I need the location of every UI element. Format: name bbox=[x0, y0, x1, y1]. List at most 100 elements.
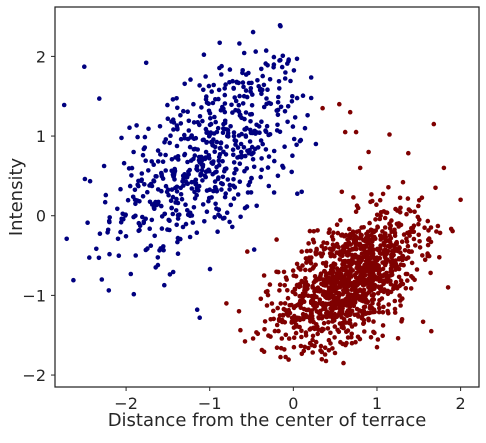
data-point-red bbox=[374, 344, 380, 350]
data-point-red bbox=[346, 277, 352, 283]
data-point-red bbox=[277, 282, 283, 288]
data-point-red bbox=[345, 328, 351, 333]
data-point-red bbox=[274, 237, 279, 242]
data-point-red bbox=[377, 305, 382, 311]
data-point-red bbox=[425, 242, 431, 248]
data-point-blue bbox=[194, 192, 199, 198]
data-point-blue bbox=[231, 160, 237, 165]
data-point-red bbox=[350, 260, 355, 266]
data-point-blue bbox=[181, 108, 186, 114]
data-point-blue bbox=[155, 159, 161, 164]
data-point-red bbox=[297, 317, 303, 323]
data-point-blue bbox=[203, 97, 209, 102]
data-point-red bbox=[293, 316, 298, 321]
data-point-red bbox=[380, 310, 386, 315]
data-point-red bbox=[392, 306, 398, 312]
data-point-blue bbox=[216, 207, 222, 212]
data-point-red bbox=[435, 223, 441, 229]
data-point-blue bbox=[167, 218, 172, 223]
data-point-red bbox=[362, 291, 368, 297]
data-point-red bbox=[302, 344, 308, 350]
data-point-blue bbox=[231, 177, 236, 182]
data-point-red bbox=[282, 301, 288, 306]
data-point-red bbox=[394, 264, 400, 269]
data-point-blue bbox=[161, 244, 166, 249]
data-point-blue bbox=[175, 212, 181, 218]
data-point-red bbox=[393, 206, 398, 212]
data-point-red bbox=[254, 330, 259, 335]
data-point-red bbox=[317, 300, 322, 306]
data-point-red bbox=[262, 319, 268, 324]
data-point-blue bbox=[280, 163, 285, 169]
data-point-blue bbox=[87, 178, 93, 184]
data-point-blue bbox=[218, 141, 224, 146]
data-point-red bbox=[458, 197, 463, 203]
data-point-red bbox=[357, 242, 363, 248]
data-point-red bbox=[403, 271, 409, 277]
data-point-red bbox=[353, 339, 358, 345]
data-point-red bbox=[398, 262, 404, 268]
data-point-red bbox=[334, 222, 340, 227]
data-point-blue bbox=[143, 60, 149, 66]
data-point-blue bbox=[165, 116, 171, 121]
data-point-blue bbox=[169, 205, 174, 211]
data-point-blue bbox=[202, 156, 208, 162]
data-point-blue bbox=[181, 183, 186, 188]
data-point-red bbox=[293, 274, 299, 279]
data-point-red bbox=[323, 263, 329, 269]
data-point-red bbox=[343, 264, 349, 270]
y-axis-label: Intensity bbox=[6, 157, 27, 236]
data-point-blue bbox=[85, 220, 90, 225]
data-point-blue bbox=[182, 152, 187, 158]
data-point-blue bbox=[159, 203, 164, 209]
data-point-blue bbox=[133, 201, 138, 207]
data-point-red bbox=[365, 229, 371, 235]
data-point-red bbox=[380, 273, 386, 279]
x-tick-label: 1 bbox=[372, 394, 382, 413]
data-point-blue bbox=[272, 158, 277, 164]
data-point-blue bbox=[294, 56, 300, 62]
data-point-red bbox=[396, 257, 402, 262]
data-points bbox=[61, 23, 463, 366]
data-point-red bbox=[406, 150, 411, 156]
data-point-red bbox=[283, 332, 289, 338]
data-point-blue bbox=[259, 156, 264, 161]
data-point-blue bbox=[271, 190, 277, 195]
data-point-blue bbox=[240, 80, 246, 85]
data-point-blue bbox=[170, 117, 176, 122]
data-point-red bbox=[426, 236, 432, 241]
data-point-blue bbox=[289, 169, 295, 175]
data-point-red bbox=[386, 185, 391, 190]
data-point-red bbox=[346, 259, 351, 265]
data-point-red bbox=[361, 304, 367, 310]
plot-frame bbox=[54, 6, 480, 388]
data-point-red bbox=[422, 225, 427, 230]
data-point-red bbox=[396, 274, 402, 280]
data-point-red bbox=[445, 285, 451, 290]
data-point-blue bbox=[185, 136, 191, 142]
data-point-red bbox=[397, 195, 403, 201]
data-point-red bbox=[271, 316, 277, 322]
data-point-blue bbox=[158, 152, 163, 157]
data-point-red bbox=[367, 220, 372, 226]
data-point-blue bbox=[61, 102, 67, 108]
data-point-red bbox=[366, 316, 371, 322]
data-point-blue bbox=[195, 167, 200, 173]
data-point-blue bbox=[173, 155, 178, 160]
data-point-red bbox=[299, 328, 304, 334]
data-point-blue bbox=[206, 133, 212, 139]
data-point-red bbox=[389, 248, 395, 254]
data-point-blue bbox=[183, 202, 188, 207]
data-point-blue bbox=[178, 192, 184, 197]
data-point-red bbox=[272, 328, 278, 334]
data-point-red bbox=[371, 319, 376, 324]
data-point-blue bbox=[244, 204, 250, 209]
data-point-red bbox=[395, 336, 401, 341]
data-point-red bbox=[329, 314, 335, 319]
data-point-blue bbox=[175, 251, 181, 256]
data-point-red bbox=[398, 205, 403, 211]
data-point-blue bbox=[212, 114, 217, 120]
data-point-blue bbox=[187, 144, 193, 150]
data-point-red bbox=[353, 129, 359, 135]
data-point-red bbox=[292, 286, 298, 292]
